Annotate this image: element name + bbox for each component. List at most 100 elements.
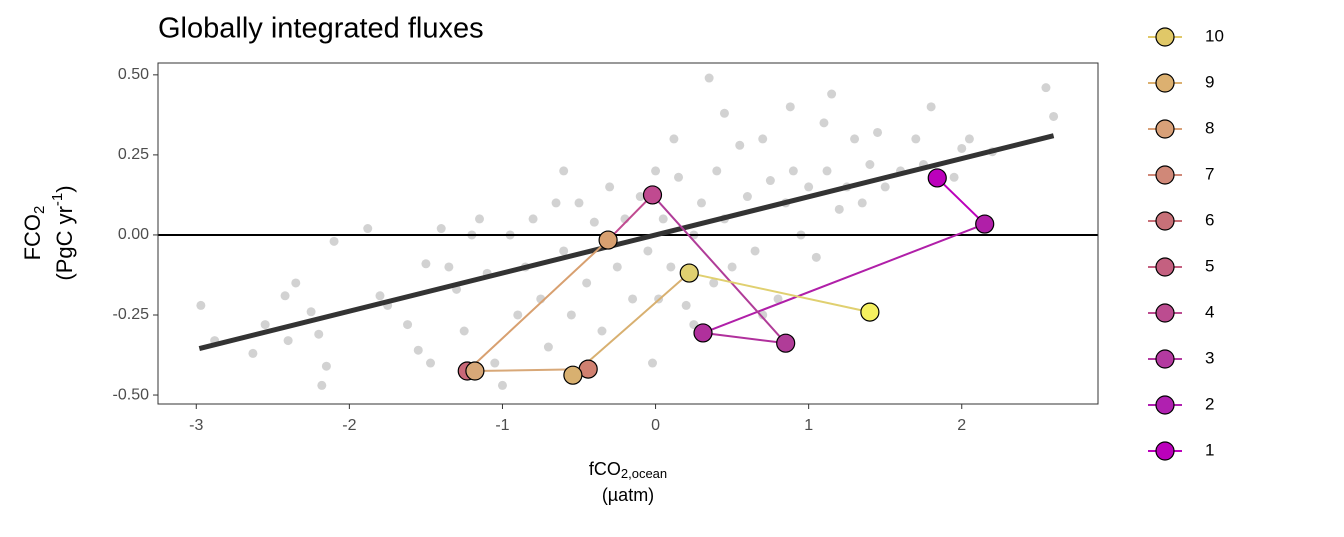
scatter-point <box>1049 111 1059 121</box>
legend-label: 6 <box>1205 210 1214 229</box>
trajectory-segment <box>936 177 986 225</box>
scatter-point <box>551 198 561 208</box>
scatter-point <box>669 134 679 144</box>
legend-key <box>1155 257 1175 277</box>
scatter-point <box>528 214 538 224</box>
y-tick-label: -0.50 <box>113 386 150 403</box>
legend-label: 9 <box>1205 72 1214 91</box>
scatter-point <box>712 166 722 176</box>
trajectory-point <box>679 263 699 283</box>
x-tick-label: -2 <box>342 417 356 434</box>
scatter-point <box>758 134 768 144</box>
scatter-point <box>773 294 783 304</box>
scatter-point <box>306 307 316 317</box>
legend-label: 2 <box>1205 394 1214 413</box>
legend-key <box>1155 211 1175 231</box>
scatter-point <box>647 358 657 368</box>
y-unit-main: (PgC yr <box>52 206 77 281</box>
trajectory-segment <box>702 223 986 334</box>
y-axis-label-group: FCO2 (PgC yr-1) <box>20 185 77 280</box>
y-tick-label: 0.50 <box>118 66 149 83</box>
scatter-point <box>474 214 484 224</box>
scatter-point <box>559 166 569 176</box>
legend-label: 4 <box>1205 302 1214 321</box>
scatter-point <box>436 224 446 234</box>
fit-line <box>198 133 1055 352</box>
y-unit-sup: -1 <box>49 193 66 206</box>
scatter-point <box>291 278 301 288</box>
scatter-point <box>658 214 668 224</box>
scatter-point <box>444 262 454 272</box>
legend-label: 7 <box>1205 164 1214 183</box>
trajectory-segment <box>607 194 654 241</box>
x-axis-label: fCO2,ocean <box>589 459 667 482</box>
scatter-point <box>827 89 837 99</box>
scatter-point <box>735 140 745 150</box>
scatter-point <box>811 252 821 262</box>
x-tick-label: 1 <box>804 417 813 434</box>
trajectory-point <box>927 168 947 188</box>
legend-key <box>1155 73 1175 93</box>
scatter-point <box>857 198 867 208</box>
y-axis-unit: (PgC yr-1) <box>49 185 77 280</box>
scatter-point <box>280 291 290 301</box>
scatter-point <box>566 310 576 320</box>
legend-label: 3 <box>1205 348 1214 367</box>
scatter-point <box>248 348 258 358</box>
trajectory-segment <box>466 239 609 372</box>
trajectory-segment <box>572 272 690 376</box>
legend-key <box>1155 27 1175 47</box>
trajectory-point <box>563 365 583 385</box>
scatter-point <box>513 310 523 320</box>
x-tick-label: -3 <box>189 417 203 434</box>
scatter-point <box>283 336 293 346</box>
panel-border <box>157 62 1099 405</box>
trajectory-segment <box>651 194 787 344</box>
y-label-main: FCO <box>20 214 45 260</box>
scatter-point <box>758 310 768 320</box>
scatter-point <box>704 73 714 83</box>
legend-label: 10 <box>1205 26 1224 45</box>
scatter-point <box>674 172 684 182</box>
legend-label: 1 <box>1205 440 1214 459</box>
legend-key <box>1155 119 1175 139</box>
trajectory-point <box>642 185 663 205</box>
y-unit-close: ) <box>52 185 77 192</box>
scatter-point <box>574 198 584 208</box>
scatter-point <box>314 329 324 339</box>
scatter-point <box>582 278 592 288</box>
scatter-point <box>651 166 661 176</box>
legend-key <box>1155 303 1175 323</box>
scatter-point <box>589 217 599 227</box>
scatter-point <box>926 102 936 112</box>
x-label-sub: 2,ocean <box>621 466 667 481</box>
scatter-point <box>597 326 607 336</box>
trajectory-point <box>465 361 485 381</box>
scatter-point <box>880 182 890 192</box>
scatter-point <box>643 246 653 256</box>
trajectory-segment <box>689 272 871 314</box>
x-axis-unit: (µatm) <box>602 485 654 505</box>
scatter-point <box>964 134 974 144</box>
y-label-sub: 2 <box>31 206 48 214</box>
legend-label: 5 <box>1205 256 1214 275</box>
legend-key <box>1155 395 1175 415</box>
chart-title: Globally integrated fluxes <box>158 13 484 45</box>
legend-key <box>1155 349 1175 369</box>
scatter-point <box>785 102 795 112</box>
legend-key <box>1155 165 1175 185</box>
y-axis-label: FCO2 <box>20 206 48 261</box>
scatter-point <box>709 278 719 288</box>
scatter-point <box>260 320 270 330</box>
trajectory-point <box>598 230 618 250</box>
scatter-point <box>873 127 883 137</box>
scatter-point <box>459 326 469 336</box>
x-label-main: fCO <box>589 459 621 479</box>
y-tick-label: 0.00 <box>118 226 149 243</box>
scatter-point <box>559 246 569 256</box>
scatter-point <box>957 143 967 153</box>
scatter-point <box>834 204 844 214</box>
scatter-point <box>804 182 814 192</box>
scatter-point <box>490 358 500 368</box>
